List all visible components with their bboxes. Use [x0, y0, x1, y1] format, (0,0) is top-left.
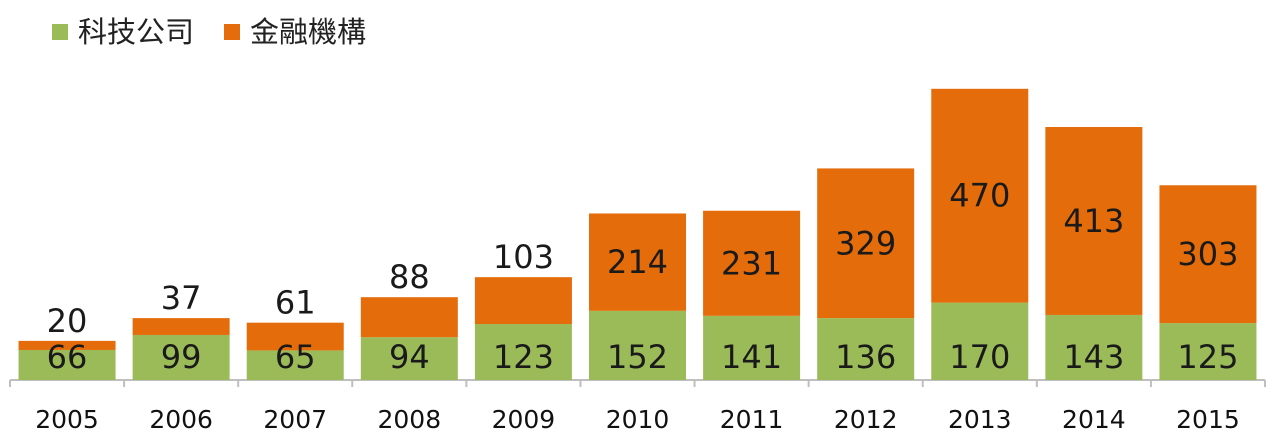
data-label-tech: 136 — [835, 338, 896, 376]
data-label-tech: 65 — [275, 338, 316, 376]
bar-segment-tech — [817, 318, 915, 380]
data-label-finance: 303 — [1177, 235, 1238, 273]
bar-segment-tech — [589, 310, 686, 380]
bar-segment-finance — [132, 318, 230, 335]
legend-swatch-tech — [52, 24, 68, 40]
bar-segment-finance — [246, 322, 344, 351]
data-label-finance: 413 — [1063, 202, 1124, 240]
data-label-finance: 88 — [389, 258, 430, 296]
bar-segment-tech — [360, 337, 458, 380]
x-tick-label: 2007 — [263, 405, 327, 434]
legend-item-finance: 金融機構 — [224, 14, 366, 50]
bar-segment-tech — [18, 349, 116, 380]
data-label-tech: 123 — [493, 338, 554, 376]
x-tick-label: 2005 — [35, 405, 99, 434]
data-label-tech: 143 — [1063, 338, 1124, 376]
bar-segment-finance — [703, 210, 801, 316]
data-label-finance: 61 — [275, 284, 316, 322]
data-label-tech: 66 — [47, 338, 88, 376]
legend: 科技公司 金融機構 — [52, 14, 396, 50]
data-label-tech: 125 — [1177, 338, 1238, 376]
bar-segment-tech — [474, 324, 572, 380]
data-label-finance: 214 — [607, 243, 668, 281]
bar-segment-finance — [589, 213, 686, 311]
legend-label-tech: 科技公司 — [78, 15, 195, 49]
x-tick-label: 2014 — [1062, 405, 1126, 434]
legend-item-tech: 科技公司 — [52, 14, 194, 50]
bar-segment-tech — [931, 302, 1029, 380]
data-label-finance: 20 — [47, 302, 88, 340]
bar-segment-finance — [817, 168, 915, 319]
data-label-finance: 329 — [835, 224, 896, 262]
bar-segment-finance — [474, 277, 572, 325]
data-label-finance: 231 — [721, 244, 782, 282]
data-label-tech: 99 — [161, 338, 202, 376]
bar-segment-finance — [18, 340, 116, 350]
legend-swatch-finance — [224, 24, 241, 40]
x-tick-label: 2011 — [720, 405, 784, 434]
bar-segment-finance — [931, 88, 1029, 303]
data-label-tech: 170 — [949, 338, 1010, 376]
x-tick-label: 2008 — [378, 405, 442, 434]
data-label-finance: 470 — [949, 177, 1010, 215]
x-tick-label: 2012 — [834, 405, 898, 434]
bar-segment-tech — [1159, 323, 1257, 380]
bar-segment-tech — [703, 315, 801, 380]
x-tick-label: 2009 — [492, 405, 556, 434]
bar-segment-tech — [246, 350, 344, 380]
bar-segment-tech — [132, 334, 230, 380]
x-tick-label: 2006 — [149, 405, 213, 434]
x-tick-label: 2015 — [1176, 405, 1240, 434]
bar-segment-finance — [360, 297, 458, 338]
data-label-finance: 103 — [493, 238, 554, 276]
data-label-tech: 152 — [607, 338, 668, 376]
bar-segment-tech — [1045, 314, 1143, 380]
data-label-finance: 37 — [161, 279, 202, 317]
data-label-tech: 94 — [389, 338, 430, 376]
data-label-tech: 141 — [721, 338, 782, 376]
x-tick-label: 2013 — [948, 405, 1012, 434]
x-tick-label: 2010 — [606, 405, 670, 434]
bar-segment-finance — [1159, 185, 1257, 324]
bar-segment-finance — [1045, 127, 1143, 315]
legend-label-finance: 金融機構 — [250, 15, 367, 49]
